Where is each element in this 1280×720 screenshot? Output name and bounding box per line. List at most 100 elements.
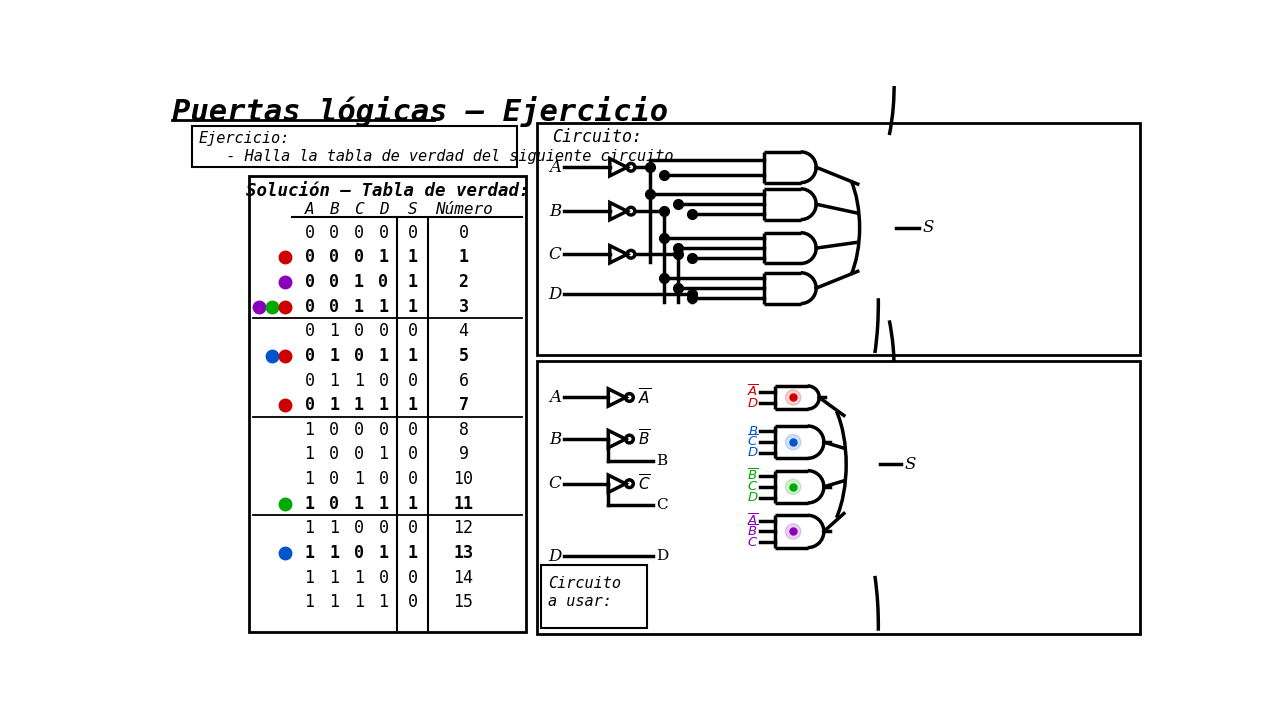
Text: 14: 14 <box>453 569 474 587</box>
Text: 0: 0 <box>407 519 417 537</box>
Circle shape <box>786 523 801 539</box>
Text: Ejercicio:: Ejercicio: <box>198 131 289 146</box>
Text: 0: 0 <box>353 446 364 464</box>
FancyBboxPatch shape <box>192 126 517 167</box>
Text: 1: 1 <box>329 569 339 587</box>
Text: 0: 0 <box>379 519 388 537</box>
Text: $\overline{B}$: $\overline{B}$ <box>748 523 759 539</box>
Text: B: B <box>549 431 561 448</box>
Text: 1: 1 <box>329 323 339 341</box>
Text: $\overline{C}$: $\overline{C}$ <box>637 474 650 494</box>
Text: 1: 1 <box>407 297 417 315</box>
Text: Puertas lógicas – Ejercicio: Puertas lógicas – Ejercicio <box>173 96 668 127</box>
Text: 1: 1 <box>379 347 388 365</box>
Text: 7: 7 <box>458 396 468 414</box>
Text: 1: 1 <box>329 372 339 390</box>
Text: 0: 0 <box>353 224 364 242</box>
Text: 0: 0 <box>353 347 364 365</box>
Circle shape <box>786 390 801 405</box>
Text: 0: 0 <box>305 248 315 266</box>
Text: 1: 1 <box>407 495 417 513</box>
Text: 1: 1 <box>353 372 364 390</box>
Text: D: D <box>657 549 668 563</box>
Text: $\overline{C}$: $\overline{C}$ <box>748 434 759 450</box>
FancyBboxPatch shape <box>248 176 526 632</box>
Text: B: B <box>657 454 667 467</box>
Text: 1: 1 <box>329 396 339 414</box>
Text: 1: 1 <box>353 495 364 513</box>
Text: 0: 0 <box>407 372 417 390</box>
Text: 0: 0 <box>305 297 315 315</box>
Text: 1: 1 <box>353 470 364 488</box>
Text: 1: 1 <box>305 569 315 587</box>
Text: 0: 0 <box>353 519 364 537</box>
Text: $\overline{B}$: $\overline{B}$ <box>637 429 650 449</box>
Text: 9: 9 <box>458 446 468 464</box>
Text: 1: 1 <box>329 544 339 562</box>
Text: 0: 0 <box>458 224 468 242</box>
Text: D: D <box>548 286 562 303</box>
Text: 0: 0 <box>329 248 339 266</box>
Text: 1: 1 <box>353 396 364 414</box>
Text: Circuito:: Circuito: <box>552 128 643 146</box>
Text: 0: 0 <box>305 273 315 291</box>
Text: 1: 1 <box>305 420 315 438</box>
Text: 2: 2 <box>458 273 468 291</box>
Text: D: D <box>379 202 388 217</box>
Text: 1: 1 <box>305 593 315 611</box>
Text: 11: 11 <box>453 495 474 513</box>
Text: 1: 1 <box>379 248 388 266</box>
Text: S: S <box>923 219 934 236</box>
Text: 1: 1 <box>379 593 388 611</box>
Text: 0: 0 <box>379 224 388 242</box>
Text: 1: 1 <box>379 495 388 513</box>
Text: 0: 0 <box>305 396 315 414</box>
FancyBboxPatch shape <box>538 122 1139 355</box>
Text: A: A <box>305 202 315 217</box>
Text: 0: 0 <box>329 446 339 464</box>
Text: 1: 1 <box>305 519 315 537</box>
Text: 15: 15 <box>453 593 474 611</box>
Text: 1: 1 <box>305 544 315 562</box>
Text: 0: 0 <box>379 470 388 488</box>
Text: 1: 1 <box>407 396 417 414</box>
Text: 0: 0 <box>305 224 315 242</box>
Text: 0: 0 <box>379 420 388 438</box>
Text: 0: 0 <box>379 569 388 587</box>
Text: 10: 10 <box>453 470 474 488</box>
Text: 1: 1 <box>329 347 339 365</box>
Text: S: S <box>408 202 417 217</box>
Text: $\overline{B}$: $\overline{B}$ <box>748 468 759 484</box>
Text: B: B <box>329 202 339 217</box>
Text: $C$: $C$ <box>748 536 759 549</box>
FancyBboxPatch shape <box>541 564 646 628</box>
Text: $C$: $C$ <box>748 480 759 493</box>
Text: 1: 1 <box>379 446 388 464</box>
Text: S: S <box>904 456 915 473</box>
Text: 1: 1 <box>329 519 339 537</box>
Text: C: C <box>549 475 562 492</box>
Text: 0: 0 <box>407 420 417 438</box>
Text: 0: 0 <box>329 273 339 291</box>
Text: $\overline{A}$: $\overline{A}$ <box>746 384 759 400</box>
Text: Circuito: Circuito <box>548 575 621 590</box>
Text: 8: 8 <box>458 420 468 438</box>
Text: 0: 0 <box>379 372 388 390</box>
Text: C: C <box>355 202 364 217</box>
FancyBboxPatch shape <box>538 361 1139 634</box>
Text: Número: Número <box>435 202 493 217</box>
Text: 1: 1 <box>353 273 364 291</box>
Text: 0: 0 <box>379 273 388 291</box>
Text: $D$: $D$ <box>746 491 759 504</box>
Text: 1: 1 <box>353 593 364 611</box>
Text: 0: 0 <box>407 593 417 611</box>
Text: 0: 0 <box>329 420 339 438</box>
Text: 5: 5 <box>458 347 468 365</box>
Text: 3: 3 <box>458 297 468 315</box>
Text: 0: 0 <box>379 323 388 341</box>
Text: 1: 1 <box>379 544 388 562</box>
Circle shape <box>786 479 801 495</box>
Text: 0: 0 <box>329 297 339 315</box>
Text: D: D <box>548 548 562 564</box>
Text: 1: 1 <box>407 544 417 562</box>
